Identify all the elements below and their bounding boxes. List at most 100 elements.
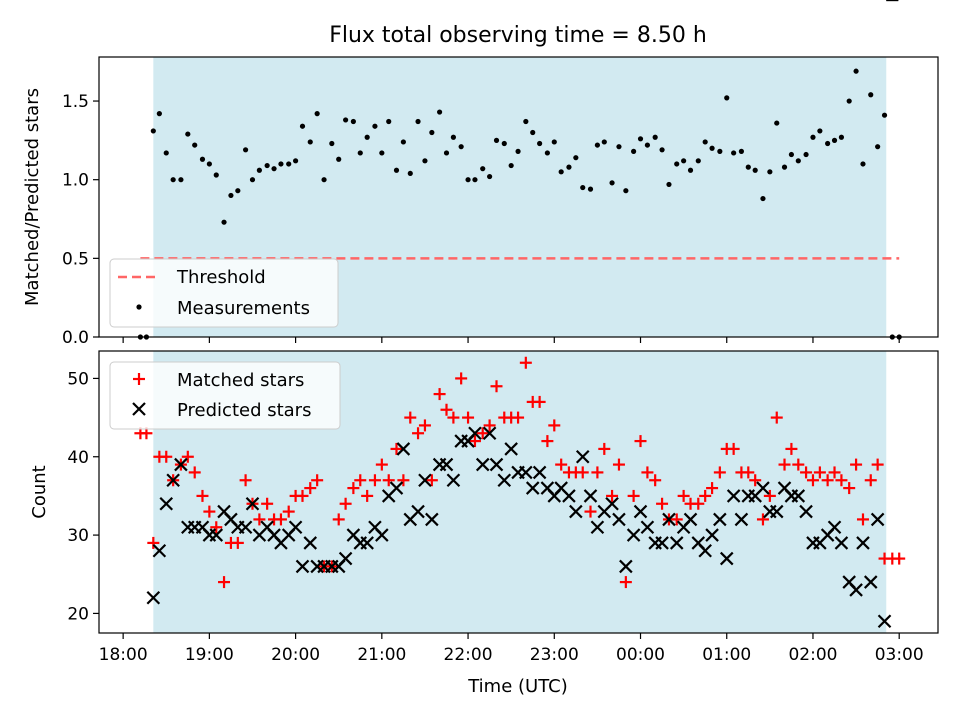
predicted-star-point	[146, 590, 161, 605]
matched-star-point	[627, 489, 640, 502]
measurement-point	[674, 161, 680, 167]
x-tick-label: 03:00	[875, 645, 924, 665]
matched-star-point	[619, 576, 632, 589]
measurement-point	[170, 177, 176, 183]
bottom-y-axis: 20 30 40 50	[67, 369, 99, 624]
matched-star-point	[181, 450, 194, 463]
measurement-point	[523, 118, 529, 125]
legend-matched-label: Matched stars	[177, 370, 304, 391]
matched-star-point	[828, 466, 841, 479]
measurement-point	[329, 140, 335, 147]
measurement-point	[443, 150, 450, 156]
x-tick-label: 00:00	[616, 645, 665, 665]
legend-predicted-marker	[132, 402, 146, 416]
matched-star-point	[706, 482, 719, 495]
measurement-point	[357, 150, 363, 156]
predicted-star-point	[705, 528, 719, 542]
matched-star-point	[548, 419, 561, 432]
matched-star-point	[785, 442, 798, 455]
matched-star-point	[354, 474, 367, 487]
y-tick-label: 40	[67, 448, 89, 468]
predicted-star-point	[734, 512, 749, 527]
measurement-point	[407, 170, 413, 177]
measurement-point	[465, 177, 471, 183]
measurement-point	[221, 219, 227, 225]
predicted-star-point	[288, 520, 303, 535]
matched-star-point	[339, 497, 352, 510]
measurement-point	[752, 167, 758, 173]
legend-predicted-swatch	[132, 402, 146, 416]
matched-star-point	[253, 513, 266, 526]
legend-measurements-swatch	[136, 304, 142, 310]
predicted-star-point	[626, 528, 641, 542]
matched-star-point	[440, 403, 453, 416]
bottom-legend: Matched stars Predicted stars	[109, 361, 341, 430]
matched-star-point	[871, 458, 884, 471]
predicted-star-point	[152, 543, 167, 558]
predicted-star-point	[338, 551, 353, 566]
predicted-star-point	[769, 504, 784, 519]
measurement-point	[508, 162, 514, 169]
measurement-point	[702, 139, 708, 145]
matched-star-point	[806, 474, 819, 487]
predicted-star-point	[619, 559, 633, 574]
legend-matched-marker	[133, 373, 145, 385]
predicted-star-point	[791, 489, 806, 503]
matched-star-point	[835, 474, 848, 487]
measurement-point	[846, 98, 852, 104]
top-plot-frame	[98, 56, 939, 338]
predicted-star-point	[389, 481, 404, 495]
measurement-point	[228, 192, 234, 199]
predicted-star-point	[166, 473, 180, 488]
matched-star-point	[455, 372, 468, 385]
predicted-star-point	[590, 520, 605, 535]
measurement-point	[875, 144, 881, 150]
top-x-ticks	[122, 337, 900, 343]
measurement-point	[881, 112, 888, 118]
bottom-y-axis-label: Count	[29, 465, 50, 518]
predicted-star-point	[698, 543, 712, 558]
matched-star-point	[147, 536, 160, 549]
predicted-star-point	[683, 512, 698, 527]
measurement-point	[860, 161, 866, 167]
predicted-star-point	[633, 504, 648, 519]
measurement-point	[810, 134, 816, 140]
predicted-star-point	[489, 457, 504, 472]
measurement-point	[681, 158, 687, 164]
matched-star-point	[634, 435, 647, 448]
predicted-star-point	[640, 520, 655, 535]
measurement-point	[788, 151, 795, 158]
measurement-point	[307, 139, 313, 145]
predicted-star-point	[475, 457, 490, 472]
matched-star-point	[368, 474, 381, 487]
measurement-point	[493, 137, 500, 143]
measurement-point	[372, 123, 378, 129]
predicted-star-point	[799, 504, 813, 519]
measurement-point	[299, 123, 306, 129]
matched-star-point	[304, 482, 317, 495]
legend-predicted-label: Predicted stars	[177, 400, 311, 421]
measurement-point	[868, 92, 874, 98]
predicted-star-point	[713, 512, 727, 527]
y-tick-label: 20	[67, 604, 89, 624]
measurement-point	[386, 118, 392, 125]
predicted-star-point	[238, 520, 253, 535]
matched-star-point	[468, 435, 481, 448]
predicted-star-point	[468, 426, 482, 441]
measurement-point	[831, 137, 838, 143]
measurement-point	[336, 156, 342, 162]
bottom-panel: 20 30 40 50 18:00 19:00 20:00 21:00 22:00 23:00 0…	[29, 0, 939, 697]
measurement-point	[530, 129, 536, 136]
predicted-star-point	[863, 575, 878, 589]
measurement-point	[817, 128, 823, 134]
legend-measurements-label: Measurements	[177, 298, 310, 319]
matched-star-point	[843, 482, 856, 495]
x-tick-label: 19:00	[185, 645, 234, 665]
predicted-star-point	[303, 536, 318, 550]
x-tick-label: 21:00	[357, 645, 406, 665]
matched-star-point	[218, 576, 231, 589]
predicted-star-point	[562, 489, 576, 503]
measurement-point	[379, 150, 385, 156]
predicted-star-point	[655, 536, 669, 550]
measurement-point	[709, 145, 715, 151]
